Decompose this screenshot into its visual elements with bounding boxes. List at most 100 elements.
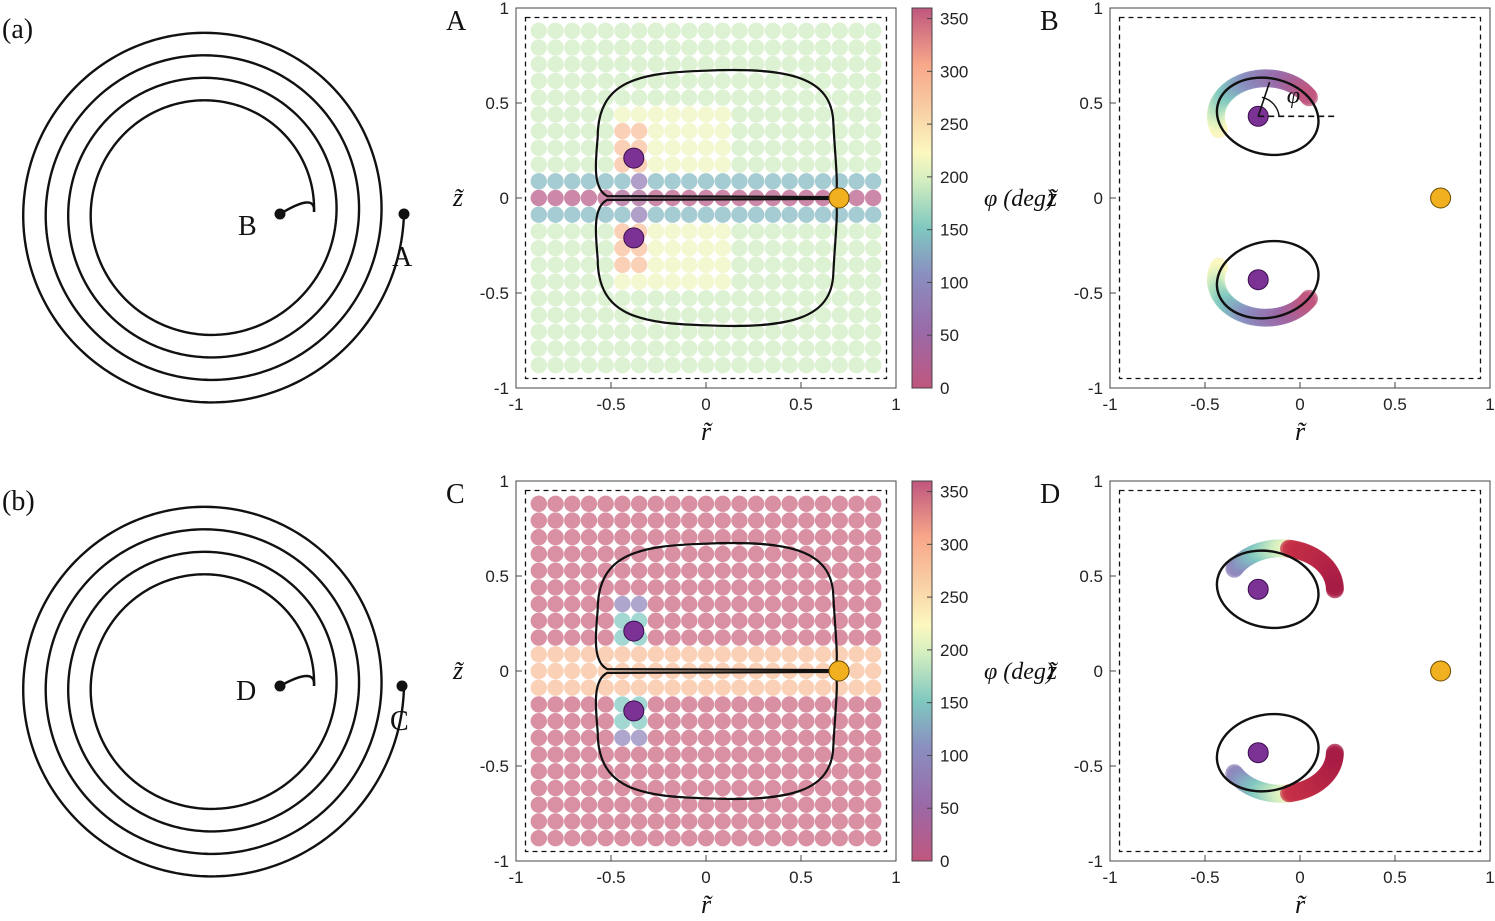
grid-point: [747, 223, 765, 240]
x-axis-label: r̃: [1295, 890, 1307, 919]
grid-point: [580, 223, 598, 240]
grid-point: [597, 39, 614, 56]
grid-point: [597, 529, 614, 546]
grid-point: [547, 529, 564, 546]
grid-point: [747, 189, 765, 207]
grid-point: [831, 779, 848, 797]
grid-point: [530, 830, 547, 847]
grid-point: [848, 139, 865, 157]
grid-point: [697, 139, 715, 157]
grid-point: [781, 579, 798, 596]
x-axis-label: r̃: [1295, 417, 1307, 446]
grid-point: [564, 813, 581, 830]
grid-point: [848, 763, 865, 780]
grid-point: [530, 357, 547, 374]
colorbar-tick-label: 300: [940, 62, 968, 81]
grid-point: [697, 512, 715, 529]
colorbar-tick-label: 100: [940, 273, 968, 292]
grid-point: [697, 56, 715, 73]
grid-point: [747, 679, 765, 696]
grid-point: [731, 595, 748, 613]
grid-point: [731, 545, 748, 563]
grid-point: [848, 729, 865, 747]
grid-point: [731, 156, 748, 173]
grid-point: [630, 323, 648, 340]
grid-point: [714, 746, 731, 763]
x-tick-label: 1: [891, 868, 900, 887]
grid-point: [597, 206, 614, 223]
grid-point: [848, 72, 865, 90]
grid-point: [564, 323, 581, 340]
grid-point: [564, 545, 581, 563]
grid-point: [714, 239, 731, 257]
grid-point: [597, 323, 614, 340]
grid-point: [781, 646, 798, 663]
grid-point: [664, 830, 681, 847]
grid-point: [580, 340, 598, 357]
grid-point: [714, 646, 731, 663]
grid-point: [731, 206, 748, 223]
grid-point: [697, 712, 715, 730]
grid-point: [580, 813, 598, 830]
y-tick-label: 0.5: [485, 567, 509, 586]
grid-point: [848, 629, 865, 646]
grid-point: [865, 662, 882, 680]
spiral-curve: [22, 505, 406, 878]
grid-point: [547, 122, 564, 140]
grid-point: [747, 106, 765, 123]
grid-point: [731, 106, 748, 123]
grid-point: [597, 646, 614, 663]
grid-point: [614, 545, 631, 563]
grid-point: [798, 796, 815, 813]
grid-point: [580, 39, 598, 56]
grid-point: [798, 89, 815, 106]
grid-point: [731, 189, 748, 207]
grid-point: [781, 273, 798, 290]
grid-point: [865, 729, 882, 747]
grid-point: [664, 595, 681, 613]
grid-point: [747, 562, 765, 579]
x-tick-label: -0.5: [1190, 868, 1219, 887]
grid-point: [697, 529, 715, 546]
colorbar-gradient: [911, 480, 933, 862]
grid-point: [865, 22, 882, 39]
colorbar-tick-label: 350: [940, 483, 968, 502]
y-tick-label: 0.5: [485, 94, 509, 113]
grid-point: [664, 306, 681, 324]
grid-point: [664, 189, 681, 207]
spiral-end-dot: [274, 208, 286, 220]
grid-point: [564, 72, 581, 90]
domain-box: [524, 16, 888, 380]
orbit-curve: [1215, 76, 1320, 157]
grid-point: [530, 662, 547, 680]
grid-point: [764, 729, 782, 747]
grid-point: [681, 763, 698, 780]
separatrix-lower: [594, 197, 838, 328]
grid-point: [814, 712, 832, 730]
grid-point: [614, 579, 631, 596]
grid-point: [664, 495, 681, 512]
grid-point: [714, 256, 731, 274]
x-tick-label: 1: [1485, 395, 1494, 414]
grid-point: [747, 729, 765, 747]
grid-point: [530, 779, 547, 797]
grid-point: [647, 323, 665, 340]
grid-point: [647, 612, 665, 630]
grid-point: [865, 206, 882, 223]
grid-point: [814, 56, 832, 73]
grid-point: [814, 106, 832, 123]
grid-point: [798, 323, 815, 340]
grid-point: [697, 679, 715, 696]
grid-point: [831, 696, 848, 713]
grid-point: [697, 22, 715, 39]
grid-point: [681, 173, 698, 190]
grid-point: [781, 39, 798, 56]
grid-point: [647, 206, 665, 223]
grid-point: [747, 173, 765, 190]
x-tick-label: 0.5: [1383, 868, 1407, 887]
grid-point: [714, 679, 731, 696]
grid-point: [714, 579, 731, 596]
grid-point: [647, 512, 665, 529]
grid-point: [547, 239, 564, 257]
grid-point: [781, 796, 798, 813]
